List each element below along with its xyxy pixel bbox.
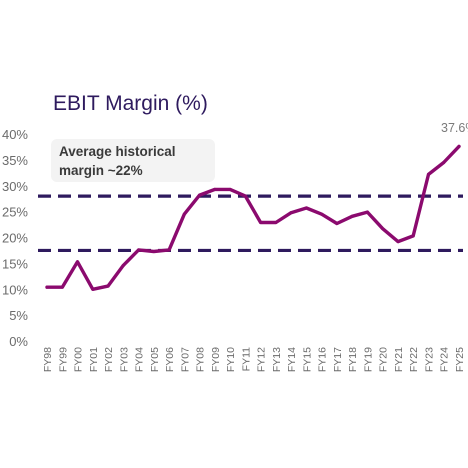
data-point [228, 187, 232, 191]
data-point [350, 214, 354, 218]
y-tick-label: 15% [2, 256, 28, 271]
x-tick-label: FY22 [408, 347, 420, 372]
end-value-label: 37.6% [441, 121, 468, 135]
data-point [45, 285, 49, 289]
data-point [152, 249, 156, 253]
data-point [76, 260, 80, 264]
y-tick-label: 35% [2, 153, 28, 168]
y-tick-label: 5% [9, 308, 28, 323]
x-tick-label: FY12 [256, 347, 268, 372]
x-tick-label: FY17 [332, 347, 344, 372]
reference-lines [38, 194, 463, 253]
y-tick-label: 40% [2, 127, 28, 142]
data-point [121, 263, 125, 267]
x-tick-label: FY06 [164, 347, 176, 372]
x-tick-label: FY25 [454, 347, 466, 372]
y-tick-label: 10% [2, 282, 28, 297]
x-tick-label: FY10 [225, 347, 237, 372]
data-point [365, 210, 369, 214]
x-tick-label: FY03 [118, 347, 130, 372]
y-axis-ticks: 0% 5% 10% 15% 20% 25% 30% 35% 40% [2, 127, 28, 349]
x-tick-label: FY98 [42, 347, 54, 372]
x-tick-label: FY20 [378, 347, 390, 372]
x-axis-ticks: FY98 FY99 FY00 FY01 FY02 FY03 FY04 FY05 FY06 FY07… [42, 347, 466, 372]
x-tick-label: FY02 [103, 347, 115, 372]
y-tick-label: 20% [2, 231, 28, 246]
data-point [213, 187, 217, 191]
x-tick-label: FY13 [271, 347, 283, 372]
x-tick-label: FY00 [73, 347, 85, 372]
x-tick-label: FY04 [134, 347, 146, 372]
data-point [335, 222, 339, 226]
x-tick-label: FY05 [149, 347, 161, 372]
data-point [182, 212, 186, 216]
data-point [396, 240, 400, 244]
series-group [45, 144, 461, 291]
x-tick-label: FY99 [57, 347, 69, 372]
data-point [426, 172, 430, 176]
x-tick-label: FY15 [301, 347, 313, 372]
data-point [457, 144, 461, 148]
annotation-box [51, 139, 215, 182]
data-point [243, 194, 247, 198]
average-margin-annotation: Average historical margin ~22% [51, 139, 215, 182]
x-tick-label: FY07 [179, 347, 191, 372]
y-tick-label: 0% [9, 334, 28, 349]
data-point [381, 227, 385, 231]
data-point [304, 206, 308, 210]
x-tick-label: FY11 [240, 347, 252, 371]
data-point [274, 220, 278, 224]
chart-title: EBIT Margin (%) [53, 92, 208, 115]
data-point [320, 212, 324, 216]
data-point [167, 248, 171, 252]
x-tick-label: FY18 [347, 347, 359, 372]
data-point [259, 220, 263, 224]
x-tick-label: FY14 [286, 347, 298, 372]
x-tick-label: FY21 [393, 347, 405, 372]
y-tick-label: 25% [2, 205, 28, 220]
x-tick-label: FY24 [439, 347, 451, 372]
x-tick-label: FY09 [210, 347, 222, 372]
data-point [442, 160, 446, 164]
x-tick-label: FY16 [317, 347, 329, 372]
annotation-line-1: Average historical [59, 144, 176, 159]
x-tick-label: FY19 [362, 347, 374, 372]
data-point [411, 234, 415, 238]
annotation-line-2: margin ~22% [59, 163, 143, 178]
x-tick-label: FY23 [423, 347, 435, 372]
data-point [198, 193, 202, 197]
data-point [106, 284, 110, 288]
data-point [289, 211, 293, 215]
data-point [91, 287, 95, 291]
x-tick-label: FY08 [195, 347, 207, 372]
y-tick-label: 30% [2, 179, 28, 194]
x-tick-label: FY01 [88, 347, 100, 372]
data-point [60, 285, 64, 289]
series-line [45, 144, 461, 291]
data-point [137, 248, 141, 252]
